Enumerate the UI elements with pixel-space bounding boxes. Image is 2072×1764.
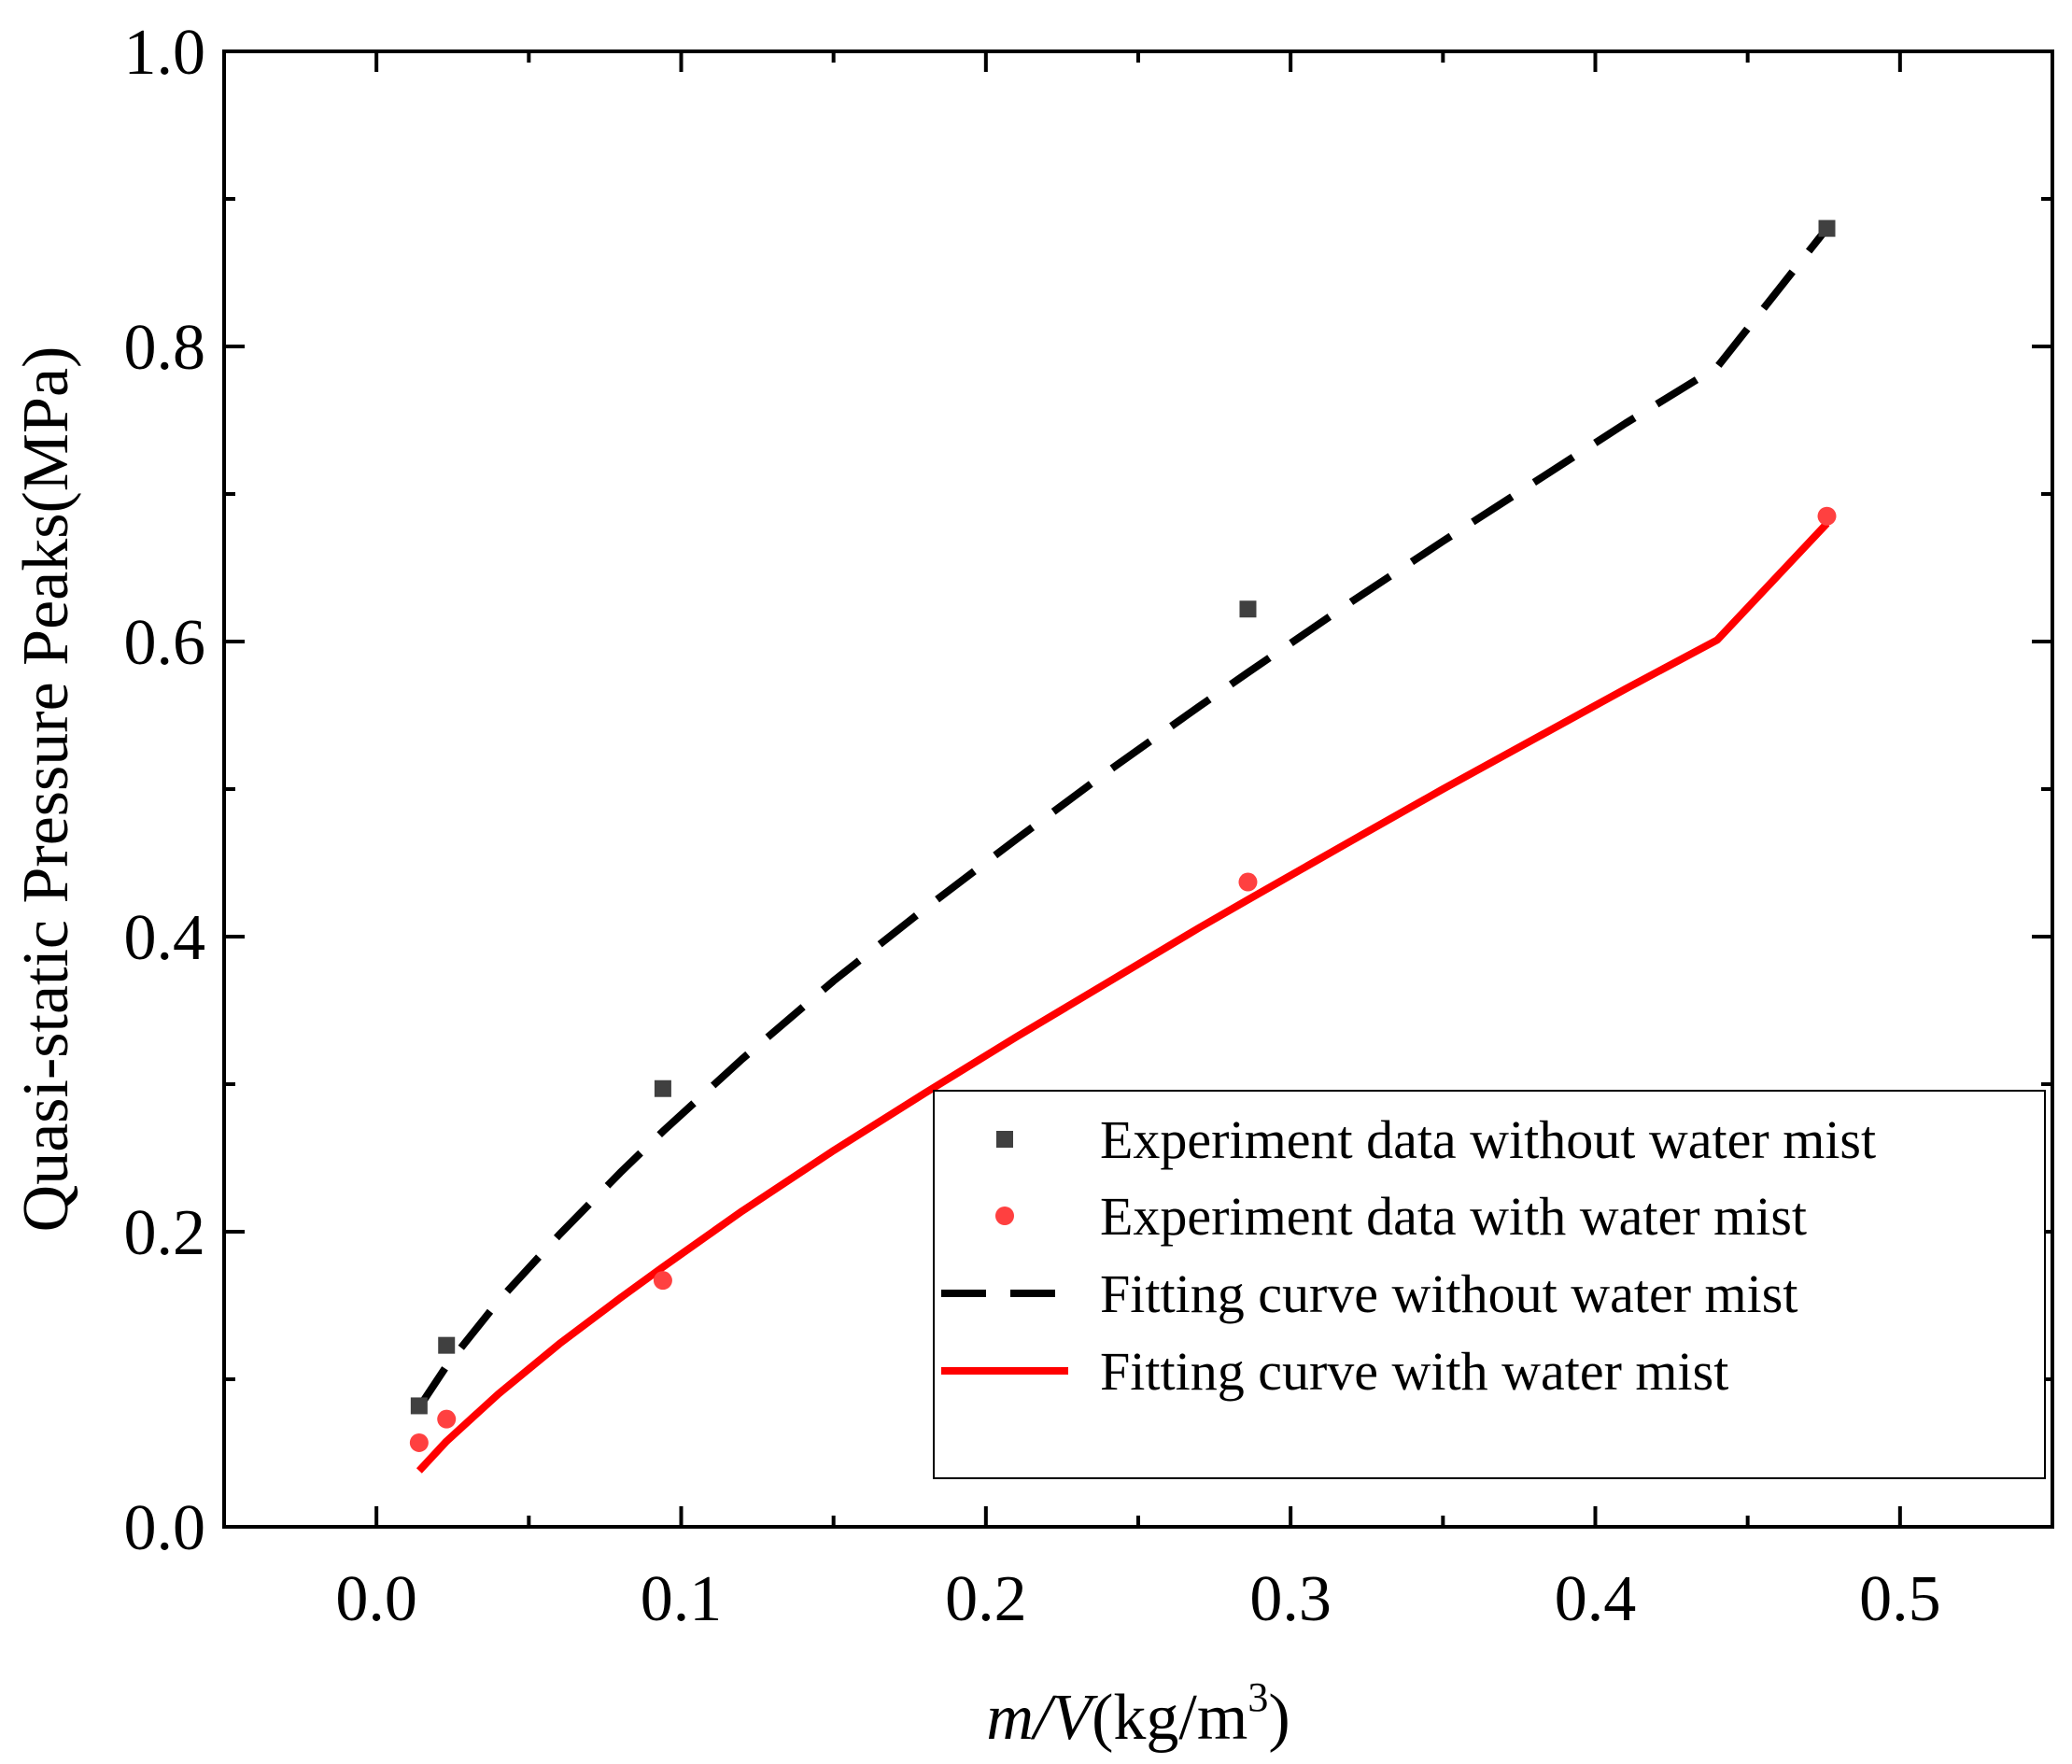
data-point-with-mist [409,1432,429,1452]
x-axis-title-close: ) [1268,1682,1290,1754]
legend-key-circle [995,1207,1014,1225]
axis-tick-labels: 0.0 0.1 0.2 0.3 0.4 0.5 0.0 0.2 0.4 0.6 0.8 1.0 [124,17,1941,1635]
y-tick-label: 0.4 [124,902,206,974]
y-tick-label: 0.0 [124,1492,206,1564]
fit-line-without-mist [416,226,1830,1410]
x-tick-label: 0.0 [335,1563,417,1635]
y-tick-label: 0.2 [124,1197,206,1269]
data-point-with-mist [1238,872,1258,892]
x-tick-label: 0.5 [1859,1563,1941,1635]
x-axis-title-variable: m/V [986,1682,1098,1754]
x-tick-label: 0.4 [1555,1563,1637,1635]
y-tick-label: 0.8 [124,312,206,384]
data-point-without-mist [1239,600,1257,618]
x-tick-label: 0.1 [641,1563,723,1635]
fit-line-with-mist [416,520,1830,1474]
series-lines [416,226,1830,1474]
x-tick-label: 0.2 [945,1563,1027,1635]
y-tick-label: 0.6 [124,607,206,679]
x-axis-title-unit: (kg/m [1092,1682,1247,1754]
data-point-without-mist [1818,219,1836,237]
legend-label: Experiment data without water mist [1100,1109,1876,1170]
legend: Experiment data without water mist Experi… [933,1090,2046,1479]
data-point-without-mist [438,1336,456,1354]
legend-label: Experiment data with water mist [1100,1186,1807,1247]
y-tick-label: 1.0 [124,17,206,89]
y-axis-title: Quasi-static Pressure Peaks(MPa) [10,346,82,1233]
data-point-with-mist [1817,506,1837,526]
legend-box [933,1090,2046,1479]
legend-label: Fitting curve without water mist [1100,1263,1797,1324]
x-axis-title-superscript: 3 [1247,1674,1268,1720]
x-axis-title: m/V(kg/m3) [986,1674,1290,1754]
data-point-without-mist [654,1080,671,1097]
axis-ticks [224,49,2052,1529]
x-tick-label: 0.3 [1249,1563,1332,1635]
data-point-without-mist [410,1397,428,1415]
series-markers [409,219,1837,1452]
data-point-with-mist [653,1271,672,1291]
legend-label: Fitting curve with water mist [1100,1341,1728,1402]
legend-key-square [996,1131,1013,1148]
data-point-with-mist [437,1409,457,1429]
